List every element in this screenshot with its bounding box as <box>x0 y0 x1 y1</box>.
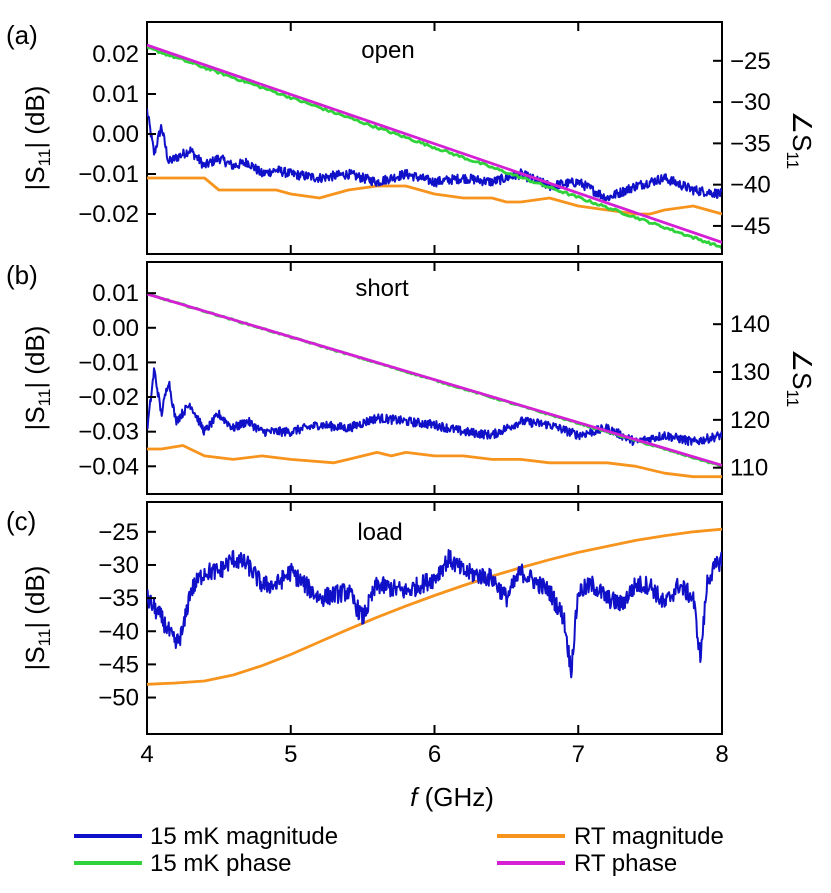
panel-a-y-axis-label: |S11| (dB) <box>20 86 54 191</box>
panel-b-right-ticks: 140 130 120 110 <box>713 311 770 482</box>
panel-a-y-tick-label: 0.00 <box>92 121 139 148</box>
panel-c-y-tick-label: −25 <box>98 519 139 546</box>
x-axis-label: f (GHz) <box>410 782 494 812</box>
panel-a-series-mk-mag <box>147 108 722 203</box>
panel-a-series <box>147 43 722 250</box>
legend-item-15mk-phase: 15 mK phase <box>74 850 291 877</box>
panel-b-y-tick-label: −0.01 <box>78 349 139 376</box>
panel-c-load: −25 −30 −35 −40 −45 −50 (c) load |S11| (dB) <box>6 501 723 735</box>
panel-b-short: 0.01 0.00 −0.01 −0.02 −0.03 −0.04 140 130 120 11… <box>6 260 817 495</box>
legend-label-15mk-phase: 15 mK phase <box>150 850 291 877</box>
panel-b-label: (b) <box>6 260 38 290</box>
panel-b-right-y-tick-label: 110 <box>730 455 768 482</box>
legend: 15 mK magnitude RT magnitude 15 mK phase… <box>74 823 724 877</box>
panel-b-right-y-tick-label: 120 <box>730 407 770 434</box>
panel-b-right-y-axis-label: ∠S11 <box>783 349 817 407</box>
panel-c-label: (c) <box>6 506 36 536</box>
legend-label-rt-phase: RT phase <box>574 850 677 877</box>
legend-label-rt-magnitude: RT magnitude <box>574 823 724 850</box>
panel-c-left-ticks: −25 −30 −35 −40 −45 −50 <box>98 519 156 712</box>
panel-a-y-tick-label: 0.01 <box>92 81 139 108</box>
panel-b-y-tick-label: −0.02 <box>78 384 139 411</box>
panel-b-x-ticks <box>146 262 723 494</box>
panel-a-series-mk-phase <box>147 45 722 250</box>
panel-b-y-axis-label: |S11| (dB) <box>20 326 54 431</box>
panel-b-series <box>147 292 722 479</box>
panel-a-right-y-tick-label: −45 <box>730 213 771 240</box>
panel-a-y-tick-label: −0.02 <box>78 201 139 228</box>
panel-c-x-ticks <box>146 502 723 734</box>
panel-a-left-ticks: 0.02 0.01 0.00 −0.01 −0.02 <box>78 41 156 228</box>
panel-b-left-ticks: 0.01 0.00 −0.01 −0.02 −0.03 −0.04 <box>78 280 156 480</box>
panel-b-series-mk-mag <box>147 367 722 447</box>
panel-b-series-rt-phase <box>147 292 722 467</box>
panel-a-right-y-tick-label: −40 <box>730 172 771 199</box>
panel-b-right-y-tick-label: 130 <box>730 359 770 386</box>
panel-b-annotation: short <box>355 275 409 302</box>
panel-c-y-axis-label: |S11| (dB) <box>20 566 54 671</box>
panel-a-label: (a) <box>6 20 38 50</box>
panel-a-right-y-axis-label: ∠S11 <box>783 111 817 169</box>
panel-a-right-y-tick-label: −35 <box>730 130 771 157</box>
x-tick-labels: 4 5 6 7 8 <box>140 741 728 768</box>
panel-c-frame <box>146 501 723 735</box>
panel-c-series <box>147 527 722 686</box>
panel-a-x-ticks <box>146 22 723 254</box>
panel-c-y-tick-label: −45 <box>98 651 139 678</box>
panel-b-y-tick-label: −0.04 <box>78 453 139 480</box>
panel-a-series-rt-phase <box>147 43 722 244</box>
panel-b-series-rt-mag <box>147 444 722 479</box>
x-tick-label: 4 <box>140 741 153 768</box>
legend-item-rt-phase: RT phase <box>497 850 677 877</box>
panel-a-y-tick-label: 0.02 <box>92 41 139 68</box>
legend-item-15mk-magnitude: 15 mK magnitude <box>74 823 338 850</box>
panel-a-annotation: open <box>361 37 414 64</box>
x-tick-label: 5 <box>284 741 297 768</box>
panel-c-y-tick-label: −50 <box>98 685 139 712</box>
legend-item-rt-magnitude: RT magnitude <box>497 823 724 850</box>
x-tick-label: 8 <box>715 741 728 768</box>
panel-c-series-mk-mag <box>147 549 722 679</box>
panel-c-y-tick-label: −30 <box>98 552 139 579</box>
x-tick-label: 6 <box>428 741 441 768</box>
panel-c-y-tick-label: −40 <box>98 618 139 645</box>
panel-b-right-y-tick-label: 140 <box>730 311 770 338</box>
panel-a-right-y-tick-label: −30 <box>730 89 771 116</box>
panel-b-y-tick-label: −0.03 <box>78 419 139 446</box>
panel-b-y-tick-label: 0.00 <box>92 315 139 342</box>
panel-c-annotation: load <box>357 519 402 546</box>
panel-a-right-y-tick-label: −25 <box>730 48 771 75</box>
panel-c-y-tick-label: −35 <box>98 585 139 612</box>
legend-label-15mk-magnitude: 15 mK magnitude <box>150 823 338 850</box>
panel-a-y-tick-label: −0.01 <box>78 161 139 188</box>
panel-a-right-ticks: −25 −30 −35 −40 −45 <box>713 48 771 240</box>
panel-c-series-rt-mag <box>147 527 722 686</box>
panel-b-y-tick-label: 0.01 <box>92 280 139 307</box>
panel-a-open: 0.02 0.01 0.00 −0.01 −0.02 −25 −30 −35 −40 −45 (… <box>6 20 817 255</box>
x-tick-label: 7 <box>572 741 585 768</box>
